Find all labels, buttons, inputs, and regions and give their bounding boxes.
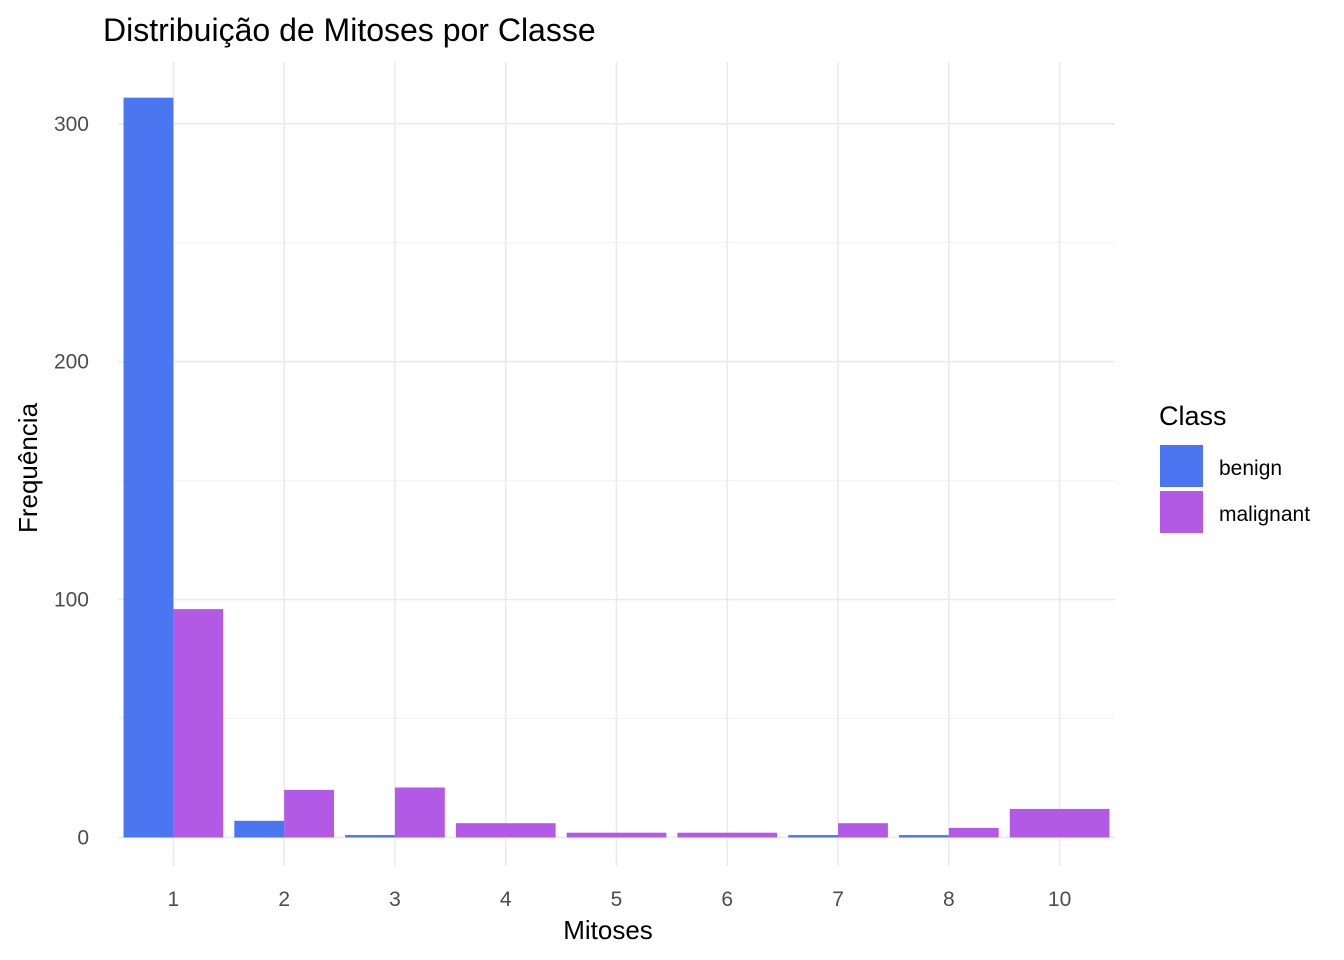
- grid: [118, 62, 1115, 866]
- x-axis-ticks: 1 2 3 4 5 6 7 8 10: [168, 888, 1072, 911]
- bars: [123, 97, 1110, 838]
- bar-malignant-8: [948, 827, 999, 838]
- x-tick-label: 3: [389, 888, 401, 911]
- bar-malignant-10: [1009, 808, 1110, 838]
- bar-malignant-6: [677, 832, 778, 838]
- bar-benign-8: [898, 835, 949, 838]
- bar-malignant-5: [566, 832, 667, 838]
- bar-malignant-1: [173, 609, 224, 838]
- x-tick-label: 7: [832, 888, 844, 911]
- legend-key-malignant: [1160, 491, 1203, 533]
- bar-benign-3: [345, 835, 395, 838]
- legend: Class benign malignant: [1159, 401, 1310, 533]
- bar-malignant-3: [394, 787, 445, 838]
- legend-key-benign: [1160, 445, 1203, 487]
- legend-label-benign: benign: [1219, 457, 1282, 480]
- bar-malignant-2: [284, 789, 335, 838]
- x-tick-label: 4: [500, 888, 512, 911]
- x-tick-label: 6: [721, 888, 733, 911]
- x-tick-label: 1: [168, 888, 180, 911]
- y-tick-label: 100: [54, 589, 89, 612]
- y-tick-label: 300: [54, 113, 89, 136]
- bar-benign-7: [788, 835, 839, 838]
- legend-title: Class: [1159, 401, 1227, 431]
- x-axis-title: Mitoses: [563, 915, 653, 945]
- bar-benign-1: [123, 97, 174, 838]
- legend-label-malignant: malignant: [1219, 503, 1310, 526]
- x-tick-label: 2: [278, 888, 290, 911]
- x-tick-label: 8: [943, 888, 955, 911]
- x-tick-label: 10: [1048, 888, 1071, 911]
- chart-title: Distribuição de Mitoses por Classe: [103, 12, 596, 48]
- x-tick-label: 5: [611, 888, 623, 911]
- y-axis-title: Frequência: [13, 402, 43, 533]
- y-tick-label: 0: [77, 826, 89, 849]
- y-axis-ticks: 0 100 200 300: [54, 113, 89, 850]
- bar-malignant-4: [455, 823, 556, 838]
- bar-benign-2: [234, 820, 285, 838]
- y-tick-label: 200: [54, 351, 89, 374]
- bar-malignant-7: [838, 823, 888, 838]
